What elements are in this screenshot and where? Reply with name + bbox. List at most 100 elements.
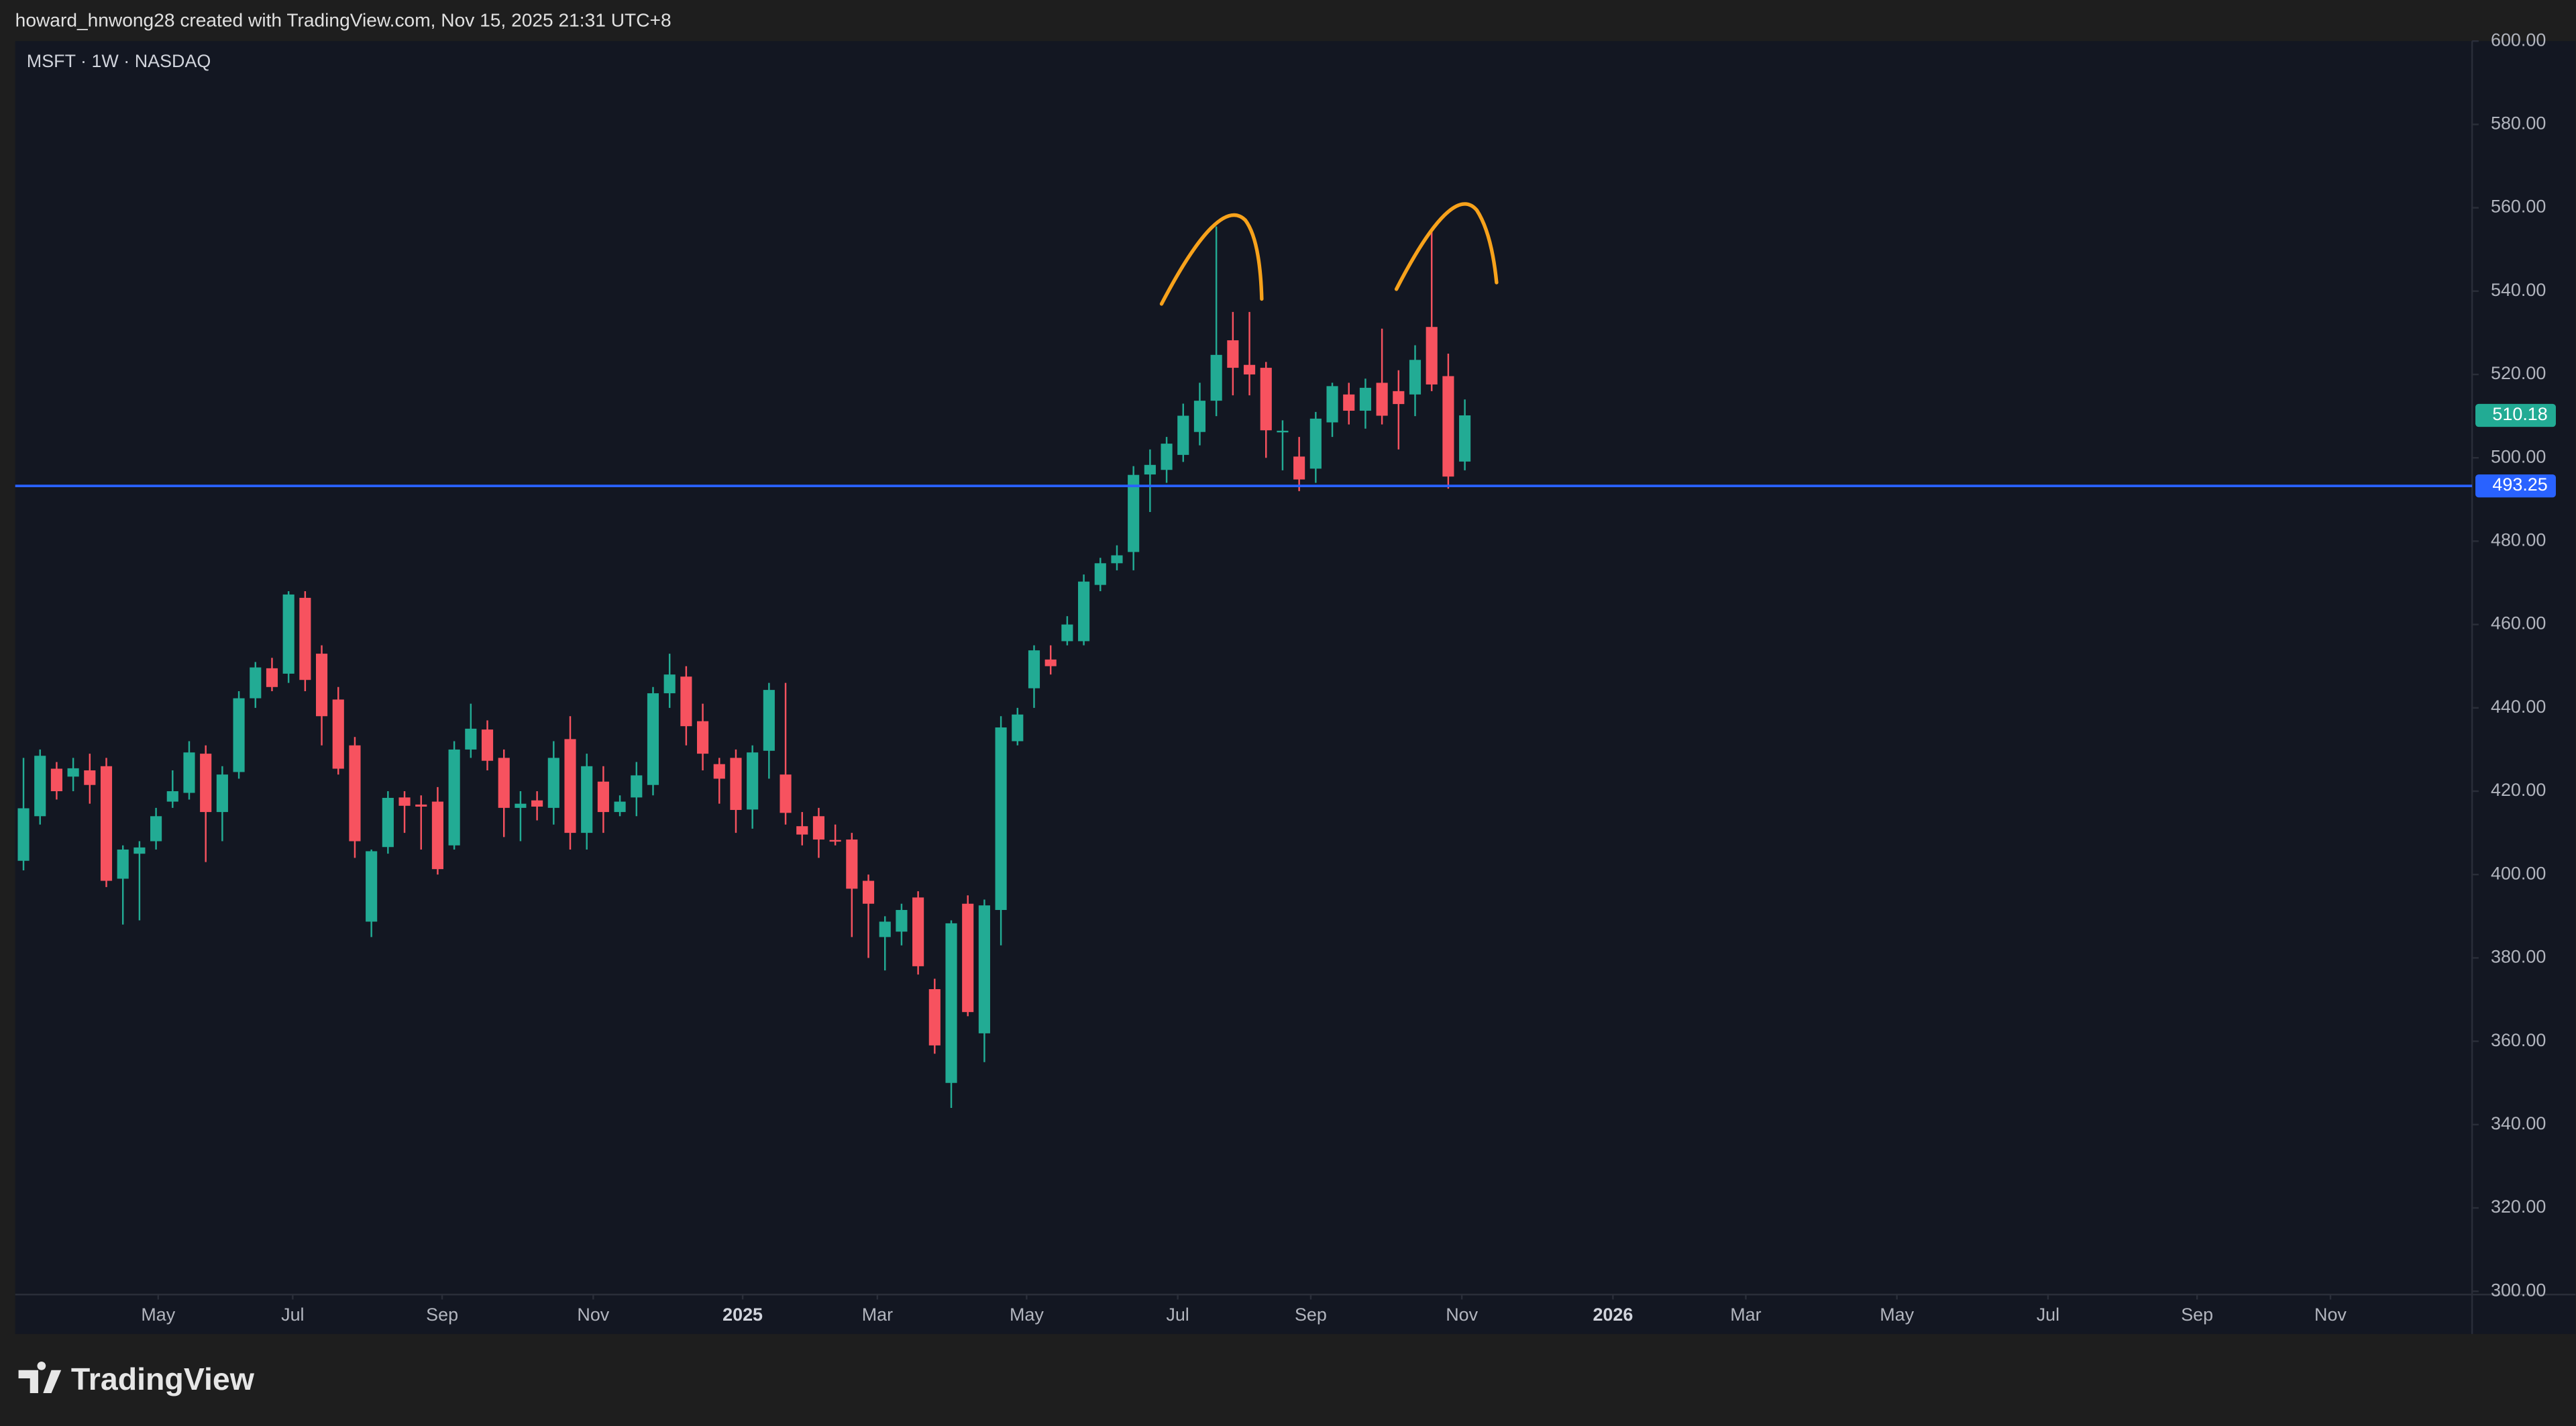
candle-body	[1277, 430, 1289, 433]
candle-body	[34, 756, 46, 817]
candle-body	[945, 923, 957, 1083]
price-tag	[2475, 474, 2556, 498]
y-tick-label: 460.00	[2491, 613, 2546, 633]
candle-body	[1409, 360, 1421, 395]
y-tick-label: 300.00	[2491, 1280, 2546, 1300]
y-tick-label: 540.00	[2491, 280, 2546, 300]
candle-body	[1227, 340, 1239, 368]
candle-body	[730, 758, 742, 810]
candle-body	[233, 698, 245, 772]
candle-body	[1426, 327, 1438, 385]
x-tick-label: Sep	[1295, 1305, 1327, 1325]
candle-body	[415, 804, 427, 807]
candle-body	[1243, 364, 1256, 375]
candle-body	[349, 745, 361, 842]
candle-body	[431, 801, 443, 870]
candle-body	[879, 921, 891, 937]
y-tick-label: 520.00	[2491, 363, 2546, 383]
candle-body	[1193, 401, 1206, 432]
candle-body	[597, 781, 609, 813]
candle-body	[266, 668, 278, 687]
candle-body	[1359, 387, 1371, 411]
y-tick-label: 380.00	[2491, 947, 2546, 967]
candle-body	[896, 910, 908, 932]
candle-body	[846, 839, 858, 889]
x-tick-label: Mar	[862, 1305, 893, 1325]
y-tick-label: 400.00	[2491, 863, 2546, 883]
x-tick-label: Sep	[2181, 1305, 2213, 1325]
candle-body	[1326, 386, 1338, 423]
candle-body	[531, 800, 543, 807]
candle-body	[1161, 444, 1173, 470]
candle-body	[763, 690, 775, 751]
candle-body	[448, 749, 460, 846]
candle-body	[398, 797, 411, 806]
y-tick-label: 360.00	[2491, 1030, 2546, 1050]
price-axis	[2472, 41, 2576, 1295]
candle-body	[1111, 555, 1123, 564]
candle-body	[1309, 418, 1322, 469]
candle-body	[912, 897, 924, 966]
x-tick-label: May	[141, 1305, 175, 1325]
logo-text: TradingView	[71, 1362, 255, 1396]
candle-body	[515, 803, 527, 808]
candle-body	[862, 880, 875, 904]
candle-body	[780, 774, 792, 813]
candle-body	[1061, 624, 1073, 642]
candle-body	[614, 801, 626, 813]
y-tick-label: 420.00	[2491, 780, 2546, 800]
price-tag-label: 493.25	[2492, 474, 2547, 495]
x-tick-label: 2025	[722, 1305, 763, 1325]
candle-body	[564, 739, 576, 833]
candle-body	[1260, 368, 1272, 431]
drawing-arc	[1159, 213, 1264, 306]
candle-body	[663, 674, 676, 694]
candle-body	[481, 729, 494, 761]
x-tick-label: Sep	[426, 1305, 458, 1325]
candle-body	[631, 775, 643, 798]
candle-body	[332, 699, 344, 769]
candle-body	[1393, 391, 1405, 405]
candle-body	[1094, 563, 1106, 585]
x-tick-label: Jul	[281, 1305, 304, 1325]
candle-body	[1343, 394, 1355, 411]
candle-body	[250, 667, 262, 699]
plot	[17, 226, 1471, 1109]
candle-body	[282, 594, 294, 674]
candle-body	[1459, 415, 1471, 462]
candle-body	[166, 791, 178, 802]
credit: howard_hnwong28 created with TradingView…	[15, 9, 672, 30]
candle-body	[1044, 659, 1057, 666]
y-tick-label: 440.00	[2491, 697, 2546, 717]
candle-body	[796, 826, 808, 835]
x-tick-label: 2026	[1593, 1305, 1633, 1325]
y-tick-label: 600.00	[2491, 30, 2546, 50]
y-tick-label: 580.00	[2491, 113, 2546, 134]
candle-body	[84, 770, 96, 785]
candle-body	[1012, 714, 1024, 742]
candle-body	[315, 654, 328, 717]
y-tick-label: 560.00	[2491, 197, 2546, 217]
candle-body	[697, 721, 709, 754]
candle-body	[17, 808, 30, 861]
candle-body	[117, 849, 129, 879]
symbol-title: MSFT · 1W · NASDAQ	[27, 51, 211, 71]
x-tick-label: Nov	[577, 1305, 609, 1325]
candle-body	[995, 727, 1007, 911]
x-tick-label: Nov	[1446, 1305, 1478, 1325]
candle-body	[299, 597, 311, 680]
candle-body	[498, 758, 510, 808]
candle-body	[382, 797, 394, 848]
x-tick-label: May	[1880, 1305, 1914, 1325]
candle-body	[133, 847, 146, 854]
candle-body	[747, 752, 759, 810]
candle-body	[581, 766, 593, 833]
candle-body	[50, 768, 62, 792]
candle-body	[1210, 354, 1222, 401]
y-tick-label: 340.00	[2491, 1113, 2546, 1133]
candle-body	[67, 768, 79, 777]
candle-body	[647, 693, 659, 785]
x-tick-label: Nov	[2314, 1305, 2347, 1325]
candle-body	[366, 851, 378, 922]
candle-body	[1128, 474, 1140, 552]
